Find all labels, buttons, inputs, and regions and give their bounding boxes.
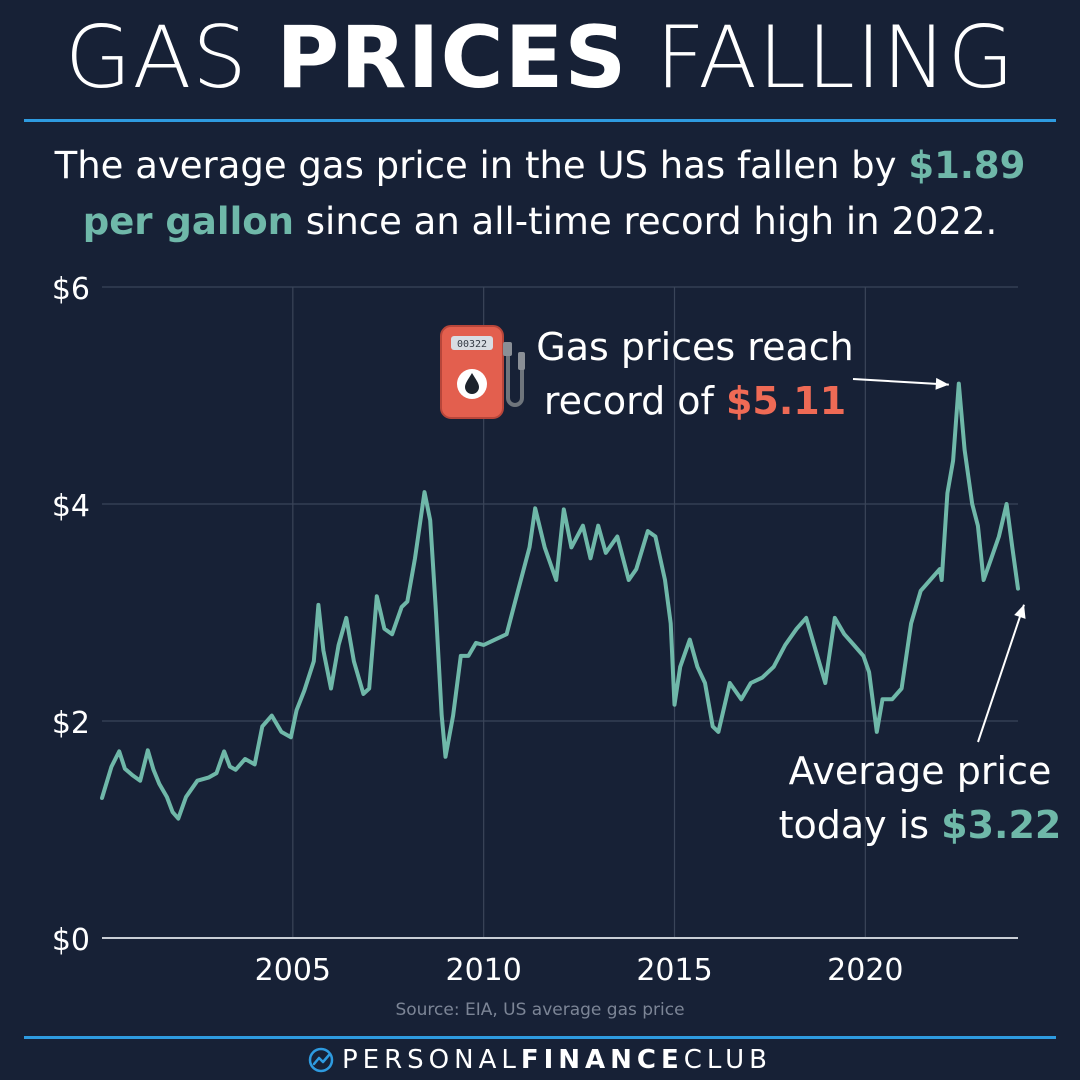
chart-ticks: $0 $2 $4 $6 2005 2010 2015 2020 <box>52 272 904 988</box>
record-line2: record of $5.11 <box>510 374 880 428</box>
title-part-falling: FALLING <box>627 8 1016 108</box>
record-value: $5.11 <box>725 379 847 423</box>
today-value: $3.22 <box>941 803 1062 847</box>
today-prefix: today is <box>778 803 942 847</box>
record-arrow <box>852 377 949 390</box>
record-prefix: record of <box>543 379 726 423</box>
x-tick-label: 2015 <box>636 953 712 988</box>
record-arrow-head <box>935 377 949 390</box>
today-annotation: Average price today is $3.22 <box>760 744 1080 852</box>
y-tick-label: $0 <box>52 923 90 958</box>
today-arrow-shaft <box>977 604 1025 743</box>
today-arrow-head <box>1014 604 1026 619</box>
x-tick-label: 2010 <box>445 953 521 988</box>
gas-price-line <box>100 381 1020 821</box>
footer-word-finance: FINANCE <box>520 1045 684 1075</box>
today-line2: today is $3.22 <box>760 798 1080 852</box>
title-part-prices: PRICES <box>276 8 628 108</box>
footer-word-club: CLUB <box>683 1045 772 1075</box>
pump-counter: 00322 <box>457 339 487 350</box>
y-tick-label: $2 <box>52 706 90 741</box>
brand-logo-icon <box>308 1047 334 1073</box>
title-part-gas: GAS <box>64 8 277 108</box>
record-annotation: Gas prices reach record of $5.11 <box>510 320 880 428</box>
today-arrow <box>977 604 1026 743</box>
subtitle-highlight: $1.89 per gallon <box>82 144 1026 243</box>
footer-brand: PERSONAL FINANCE CLUB <box>0 1040 1080 1080</box>
subtitle: The average gas price in the US has fall… <box>20 138 1060 250</box>
record-line1: Gas prices reach <box>536 325 854 369</box>
annotation-arrows <box>852 377 1026 743</box>
subtitle-lead: The average gas price in the US has fall… <box>54 144 909 187</box>
y-tick-label: $6 <box>52 272 90 307</box>
x-tick-label: 2020 <box>827 953 903 988</box>
subtitle-tail: since an all-time record high in 2022. <box>294 200 998 243</box>
footer-divider <box>24 1036 1056 1039</box>
x-tick-label: 2005 <box>255 953 331 988</box>
page-title: GAS PRICES FALLING <box>0 8 1080 108</box>
source-note: Source: EIA, US average gas price <box>395 1000 685 1020</box>
footer-word-personal: PERSONAL <box>341 1045 521 1075</box>
record-arrow-shaft <box>852 378 949 386</box>
title-divider <box>24 119 1056 122</box>
today-line1: Average price <box>788 749 1052 793</box>
y-tick-label: $4 <box>52 489 90 524</box>
gas-pump-icon: 00322 <box>440 325 525 419</box>
chart-grid <box>102 286 1018 939</box>
